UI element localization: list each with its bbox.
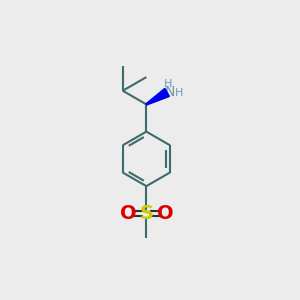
- Text: H: H: [175, 88, 183, 98]
- Text: O: O: [120, 204, 136, 223]
- Text: H: H: [164, 79, 173, 89]
- Polygon shape: [146, 88, 169, 105]
- Text: O: O: [157, 204, 173, 223]
- Text: S: S: [140, 204, 153, 223]
- Text: N: N: [164, 85, 175, 99]
